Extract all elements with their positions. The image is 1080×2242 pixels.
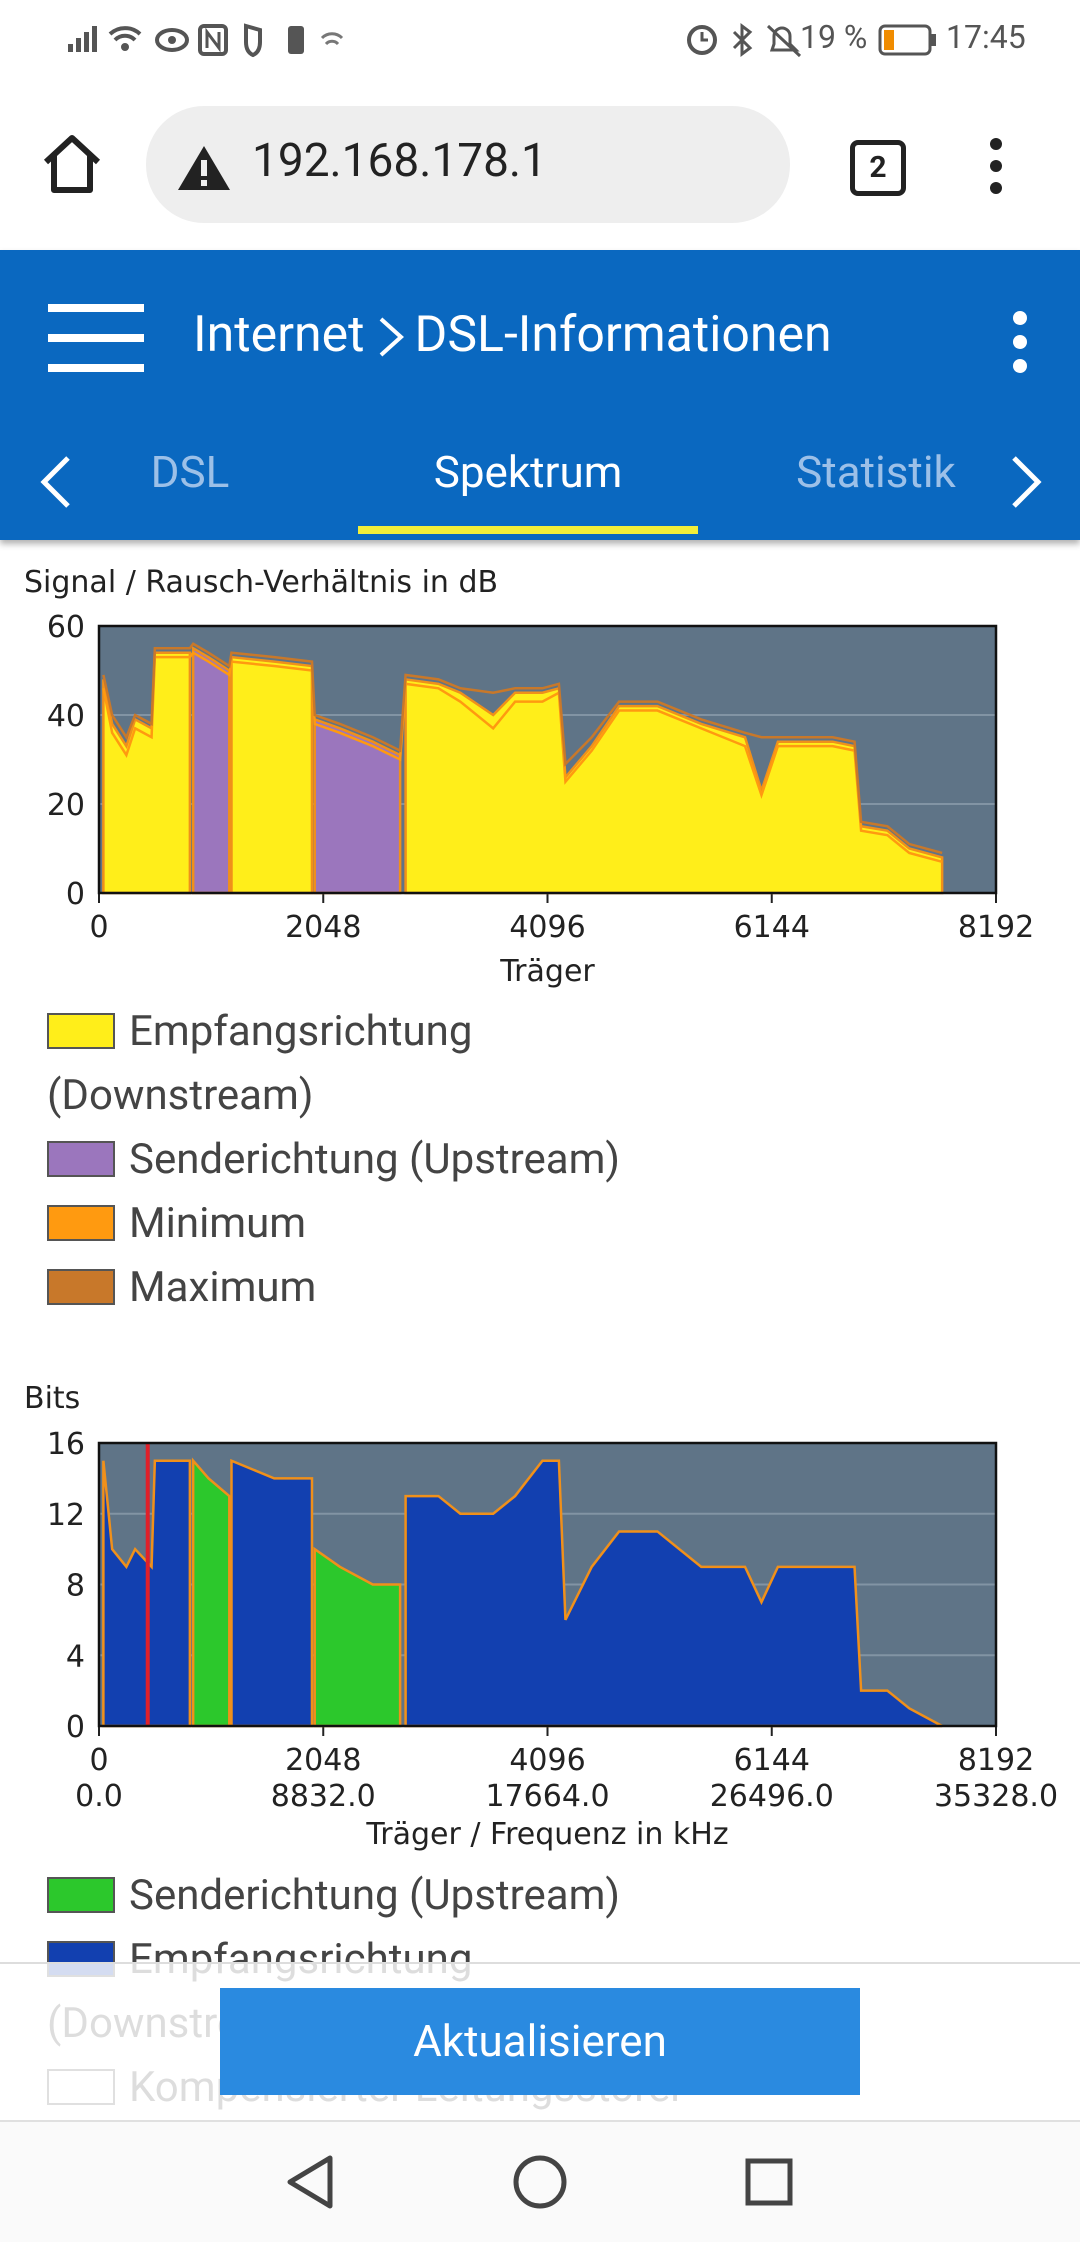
legend-label: Maximum xyxy=(129,1263,317,1312)
tab-next[interactable] xyxy=(1006,454,1046,510)
legend-item: Minimum xyxy=(47,1192,727,1256)
legend-label: Empfangsrichtung (Downstream) xyxy=(47,1007,473,1120)
y-tick-label: 60 xyxy=(47,610,85,645)
breadcrumb-item: DSL-Informationen xyxy=(414,306,832,364)
y-tick-label: 20 xyxy=(47,788,85,823)
series-area xyxy=(230,655,314,895)
legend-label: Minimum xyxy=(129,1199,307,1248)
app-header: Internet DSL-Informationen DSL Spektrum Sta… xyxy=(0,250,1080,540)
action-overlay: Aktualisieren xyxy=(0,1962,1080,2122)
legend-swatch xyxy=(47,1013,115,1049)
y-tick-label: 40 xyxy=(47,699,85,734)
y-tick-label: 4 xyxy=(66,1639,85,1674)
status-icons-right xyxy=(687,23,802,58)
x-tick-label: 0 xyxy=(89,1743,108,1778)
legend-swatch xyxy=(47,1269,115,1305)
y-tick-label: 0 xyxy=(66,1710,85,1745)
y-tick-label: 0 xyxy=(66,877,85,912)
series-area xyxy=(404,1459,943,1728)
url-bar[interactable]: 192.168.178.1 xyxy=(146,106,790,223)
series-area xyxy=(102,651,192,895)
x-axis-label: Träger xyxy=(499,954,595,989)
x-axis-label: Träger / Frequenz in kHz xyxy=(365,1817,728,1852)
x-tick-label: 4096 xyxy=(509,910,585,945)
y-tick-label: 16 xyxy=(47,1427,85,1462)
x2-tick-label: 8832.0 xyxy=(271,1779,376,1814)
series-line xyxy=(102,642,943,855)
x-tick-label: 6144 xyxy=(734,1743,810,1778)
breadcrumb: Internet DSL-Informationen xyxy=(193,306,832,364)
series-area xyxy=(191,646,231,895)
battery-icon xyxy=(878,24,936,56)
legend-item: Senderichtung (Upstream) xyxy=(47,1864,727,1928)
chart-title: Bits xyxy=(24,1381,80,1416)
series-line xyxy=(102,651,943,864)
x-tick-label: 2048 xyxy=(285,1743,361,1778)
tab[interactable]: Statistik xyxy=(796,446,956,498)
x-tick-label: 4096 xyxy=(509,1743,585,1778)
legend-item: Empfangsrichtung (Downstream) xyxy=(47,1000,727,1128)
breadcrumb-item[interactable]: Internet xyxy=(193,306,365,364)
series-area xyxy=(404,677,944,895)
tab-indicator xyxy=(358,526,698,534)
x2-tick-label: 35328.0 xyxy=(934,1779,1058,1814)
x2-tick-label: 26496.0 xyxy=(710,1779,834,1814)
tab-count[interactable]: 2 xyxy=(850,140,906,196)
hamburger-menu[interactable] xyxy=(48,302,144,374)
battery-percent: 19 % xyxy=(800,18,868,56)
chevron xyxy=(379,317,404,357)
x-tick-label: 2048 xyxy=(285,910,361,945)
series-area xyxy=(230,1458,314,1728)
x-tick-label: 6144 xyxy=(734,910,810,945)
y-tick-label: 12 xyxy=(47,1498,85,1533)
legend-swatch xyxy=(47,1205,115,1241)
legend: Empfangsrichtung (Downstream) Senderichtu… xyxy=(47,1000,727,1320)
x2-tick-label: 17664.0 xyxy=(485,1779,609,1814)
clock: 17:45 xyxy=(946,18,1026,56)
legend-item: Senderichtung (Upstream) xyxy=(47,1128,727,1192)
plot-frame xyxy=(97,1441,998,1728)
plot-frame xyxy=(97,624,998,895)
nav-icons xyxy=(287,2155,793,2209)
tab[interactable]: Spektrum xyxy=(433,446,623,498)
x-tick-label: 8192 xyxy=(958,910,1034,945)
status-icons xyxy=(68,23,344,58)
home-button[interactable] xyxy=(40,132,104,196)
chart-title: Signal / Rausch-Verhältnis in dB xyxy=(24,565,498,600)
nav-bar xyxy=(0,2120,1080,2242)
legend-label: Senderichtung (Upstream) xyxy=(129,1871,621,1920)
legend-label: Senderichtung (Upstream) xyxy=(129,1135,621,1184)
tab[interactable]: DSL xyxy=(150,446,230,498)
tab-prev[interactable] xyxy=(36,454,76,510)
series-area xyxy=(191,1457,231,1728)
legend-swatch xyxy=(47,1141,115,1177)
x2-tick-label: 0.0 xyxy=(75,1779,123,1814)
legend-item: Maximum xyxy=(47,1256,727,1320)
legend-swatch xyxy=(47,1877,115,1913)
back-button[interactable] xyxy=(287,2155,333,2209)
y-tick-label: 8 xyxy=(66,1569,85,1604)
refresh-button[interactable]: Aktualisieren xyxy=(220,1988,860,2095)
home-nav[interactable] xyxy=(513,2155,567,2209)
browser-menu[interactable] xyxy=(980,136,1012,196)
url-text: 192.168.178.1 xyxy=(252,134,547,188)
x-tick-label: 0 xyxy=(89,910,108,945)
warning-icon xyxy=(178,146,230,190)
status-bar: 19 % 17:45 xyxy=(0,0,1080,80)
recents-button[interactable] xyxy=(745,2158,793,2206)
app-menu[interactable] xyxy=(1008,310,1032,374)
x-tick-label: 8192 xyxy=(958,1743,1034,1778)
